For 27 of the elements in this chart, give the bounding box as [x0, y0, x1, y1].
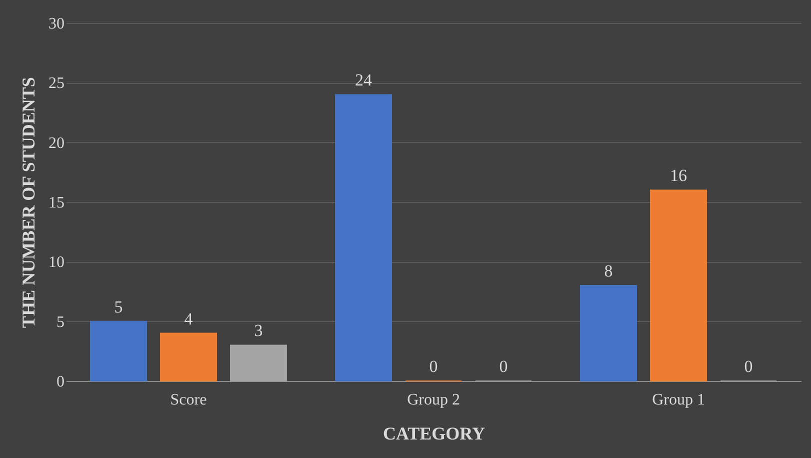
y-tick-label: 15 [48, 194, 64, 212]
data-label: 24 [355, 70, 372, 90]
y-tick-label: 25 [48, 75, 64, 92]
y-axis-title: THE NUMBER OF STUDENTS [18, 77, 38, 328]
x-tick-label: Score [170, 392, 207, 408]
data-label: 16 [670, 166, 687, 186]
bar [580, 285, 637, 382]
data-label: 0 [499, 357, 508, 376]
bar [160, 332, 217, 382]
bar [90, 320, 147, 382]
data-label: 0 [429, 357, 438, 376]
data-label: 8 [604, 262, 613, 281]
y-tick-label: 10 [48, 254, 64, 272]
data-label: 0 [744, 357, 753, 376]
y-tick-label: 30 [48, 16, 64, 32]
bar [230, 344, 287, 382]
y-tick-label: 5 [56, 314, 64, 331]
x-axis-title: CATEGORY [382, 424, 486, 444]
data-label: 5 [114, 297, 123, 316]
data-label: 3 [254, 321, 263, 340]
data-label: 4 [184, 309, 194, 328]
x-tick-label: Group 2 [407, 392, 460, 408]
bar [650, 190, 707, 382]
bar [335, 94, 392, 382]
x-tick-label: Group 1 [652, 392, 705, 408]
y-tick-label: 20 [48, 134, 64, 152]
y-tick-label: 0 [56, 374, 64, 390]
